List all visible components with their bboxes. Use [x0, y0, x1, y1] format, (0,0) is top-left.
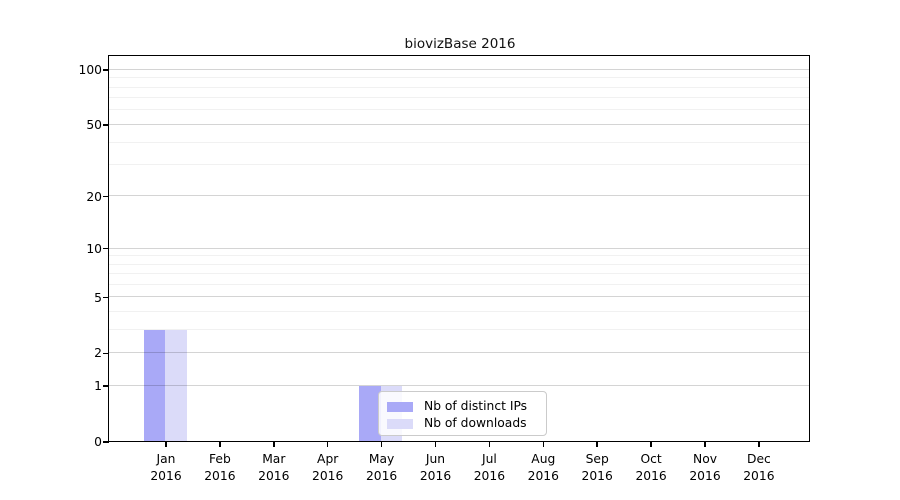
y-tick-label-0: 0	[94, 435, 102, 449]
y-tick-label-50: 50	[86, 118, 102, 133]
y-tick-mark-100	[103, 69, 109, 71]
y-tick-label-1: 1	[94, 379, 102, 394]
legend: Nb of distinct IPs Nb of downloads	[378, 391, 547, 436]
x-tick-label-jul: Jul 2016	[457, 451, 521, 484]
x-tick-label-nov: Nov 2016	[673, 451, 737, 484]
legend-swatch-0	[387, 401, 413, 412]
x-tick-mark-feb	[219, 442, 221, 447]
x-tick-mark-jun	[434, 442, 437, 447]
y-tick-label-2: 2	[94, 346, 102, 361]
x-tick-mark-nov	[704, 442, 706, 447]
x-tick-mark-jan	[165, 442, 167, 447]
x-tick-mark-dec	[758, 442, 760, 447]
y-tick-mark-5	[103, 296, 109, 299]
bar-layer	[109, 56, 809, 442]
x-tick-mark-apr	[326, 442, 329, 447]
x-tick-mark-jul	[488, 442, 491, 447]
x-tick-label-jan: Jan 2016	[134, 451, 198, 484]
x-tick-month: Apr	[317, 452, 339, 466]
legend-row-0: Nb of distinct IPs	[387, 398, 538, 415]
x-tick-label-apr: Apr 2016	[296, 451, 360, 484]
x-tick-month: Jan	[156, 452, 176, 466]
x-tick-year: 2016	[419, 468, 452, 483]
x-tick-label-oct: Oct 2016	[619, 451, 683, 484]
bar-downloads-jan	[165, 329, 187, 442]
y-tick-label-100: 100	[78, 62, 102, 77]
x-tick-label-jun: Jun 2016	[404, 451, 468, 484]
y-tick-label-5: 5	[94, 290, 102, 305]
x-tick-month: Feb	[209, 452, 231, 466]
x-tick-month: Sep	[585, 452, 609, 466]
x-tick-month: Jun	[425, 452, 446, 466]
x-tick-year: 2016	[473, 468, 506, 483]
x-tick-year: 2016	[635, 468, 667, 483]
x-tick-year: 2016	[204, 468, 236, 483]
x-tick-label-dec: Dec 2016	[727, 451, 791, 484]
y-tick-mark-0	[103, 441, 109, 443]
bar-ips-jan	[143, 329, 166, 442]
x-tick-label-feb: Feb 2016	[188, 451, 252, 484]
legend-label-1: Nb of downloads	[424, 416, 527, 430]
x-tick-mark-aug	[542, 442, 545, 447]
x-tick-mark-sep	[596, 442, 598, 447]
x-tick-label-mar: Mar 2016	[242, 451, 306, 484]
legend-label-0: Nb of distinct IPs	[424, 399, 528, 413]
x-tick-month: May	[368, 452, 395, 466]
x-tick-year: 2016	[258, 468, 290, 483]
x-tick-year: 2016	[365, 468, 398, 483]
x-tick-year: 2016	[689, 468, 721, 483]
x-tick-label-may: May 2016	[350, 451, 414, 484]
y-tick-mark-1	[103, 385, 109, 387]
x-tick-year: 2016	[150, 468, 182, 483]
x-tick-month: Nov	[693, 452, 717, 466]
x-tick-year: 2016	[527, 468, 559, 483]
x-tick-mark-mar	[273, 442, 275, 447]
x-tick-mark-may	[380, 442, 383, 447]
legend-row-1: Nb of downloads	[387, 415, 538, 432]
x-tick-label-aug: Aug 2016	[511, 451, 575, 484]
y-tick-mark-50	[103, 124, 109, 126]
chart-title: biovizBase 2016	[404, 36, 516, 52]
x-tick-month: Oct	[640, 452, 662, 466]
y-tick-label-10: 10	[86, 241, 102, 256]
x-tick-month: Jul	[481, 452, 497, 466]
plot-area	[108, 55, 811, 443]
y-tick-mark-2	[103, 352, 109, 355]
y-tick-label-20: 20	[86, 189, 102, 204]
x-tick-label-sep: Sep 2016	[565, 451, 629, 484]
x-tick-month: Dec	[746, 452, 771, 466]
bar-ips-may	[359, 385, 381, 442]
y-tick-mark-20	[103, 195, 109, 198]
x-tick-month: Aug	[531, 452, 556, 466]
x-tick-mark-oct	[650, 442, 652, 447]
x-tick-year: 2016	[743, 468, 775, 483]
legend-swatch-1	[387, 418, 413, 429]
x-tick-year: 2016	[581, 468, 613, 483]
x-tick-year: 2016	[312, 468, 344, 483]
x-tick-month: Mar	[262, 452, 286, 466]
y-tick-mark-10	[103, 247, 109, 250]
